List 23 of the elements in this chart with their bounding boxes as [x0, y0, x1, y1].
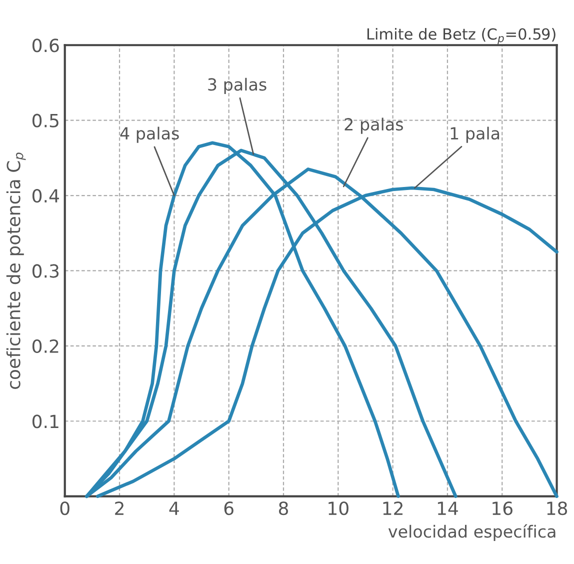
y-tick-label: 0.3: [32, 264, 59, 278]
x-axis-title: velocidad específica: [388, 524, 556, 542]
x-tick-label: 6: [224, 502, 234, 516]
annotation: 1 pala: [450, 126, 500, 143]
y-tick-label: 0.1: [32, 414, 58, 428]
y-axis-title: coeficiente de potencia C$_{p}$: [6, 152, 26, 389]
x-tick-label: 2: [115, 502, 124, 515]
x-tick-label: 4: [169, 502, 179, 515]
annotation: 2 palas: [344, 118, 403, 134]
x-tick-label: 12: [383, 502, 402, 515]
y-tick-label: 0.5: [32, 114, 58, 128]
x-tick-label: 16: [492, 502, 512, 516]
x-tick-label: 8: [278, 502, 288, 516]
annotation: 3 palas: [208, 78, 266, 94]
x-tick-label: 14: [438, 502, 458, 515]
annotation: 4 palas: [120, 126, 179, 143]
y-tick-label: 0.6: [32, 38, 59, 52]
x-tick-label: 10: [328, 502, 348, 516]
chart-title: Limite de Betz (C$_{p}$=0.59): [367, 28, 556, 44]
x-tick-label: 18: [547, 502, 568, 516]
y-tick-label: 0.4: [32, 188, 59, 203]
y-tick-label: 0.2: [32, 339, 58, 354]
x-tick-label: 0: [60, 502, 70, 516]
